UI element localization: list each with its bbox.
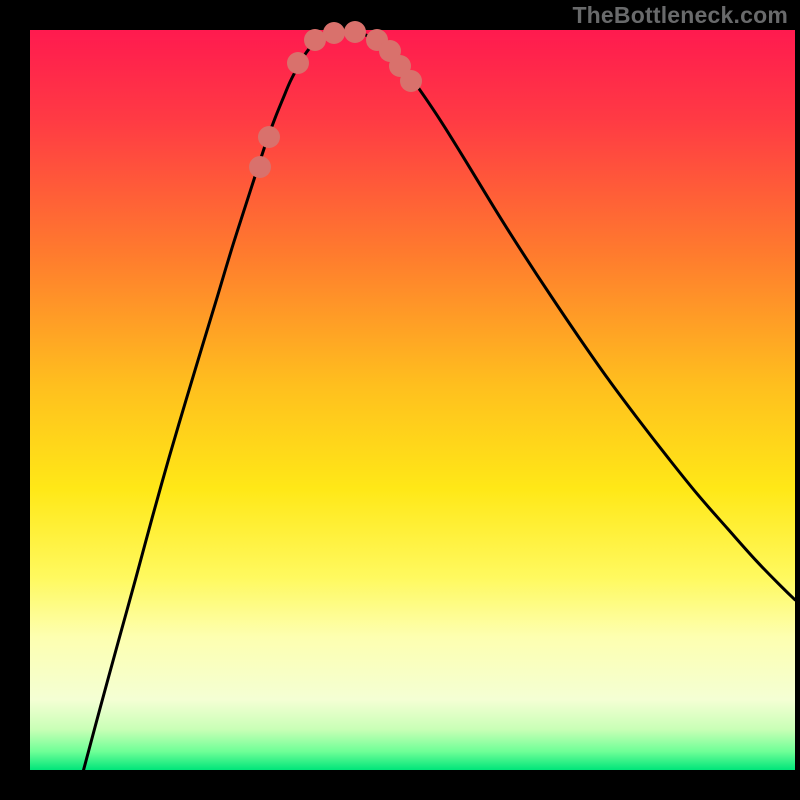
marker-point [344, 21, 366, 43]
marker-point [249, 156, 271, 178]
markers-layer [0, 0, 800, 800]
marker-point [258, 126, 280, 148]
marker-point [287, 52, 309, 74]
marker-point [323, 22, 345, 44]
marker-point [304, 29, 326, 51]
watermark-label: TheBottleneck.com [572, 2, 788, 29]
marker-point [400, 70, 422, 92]
